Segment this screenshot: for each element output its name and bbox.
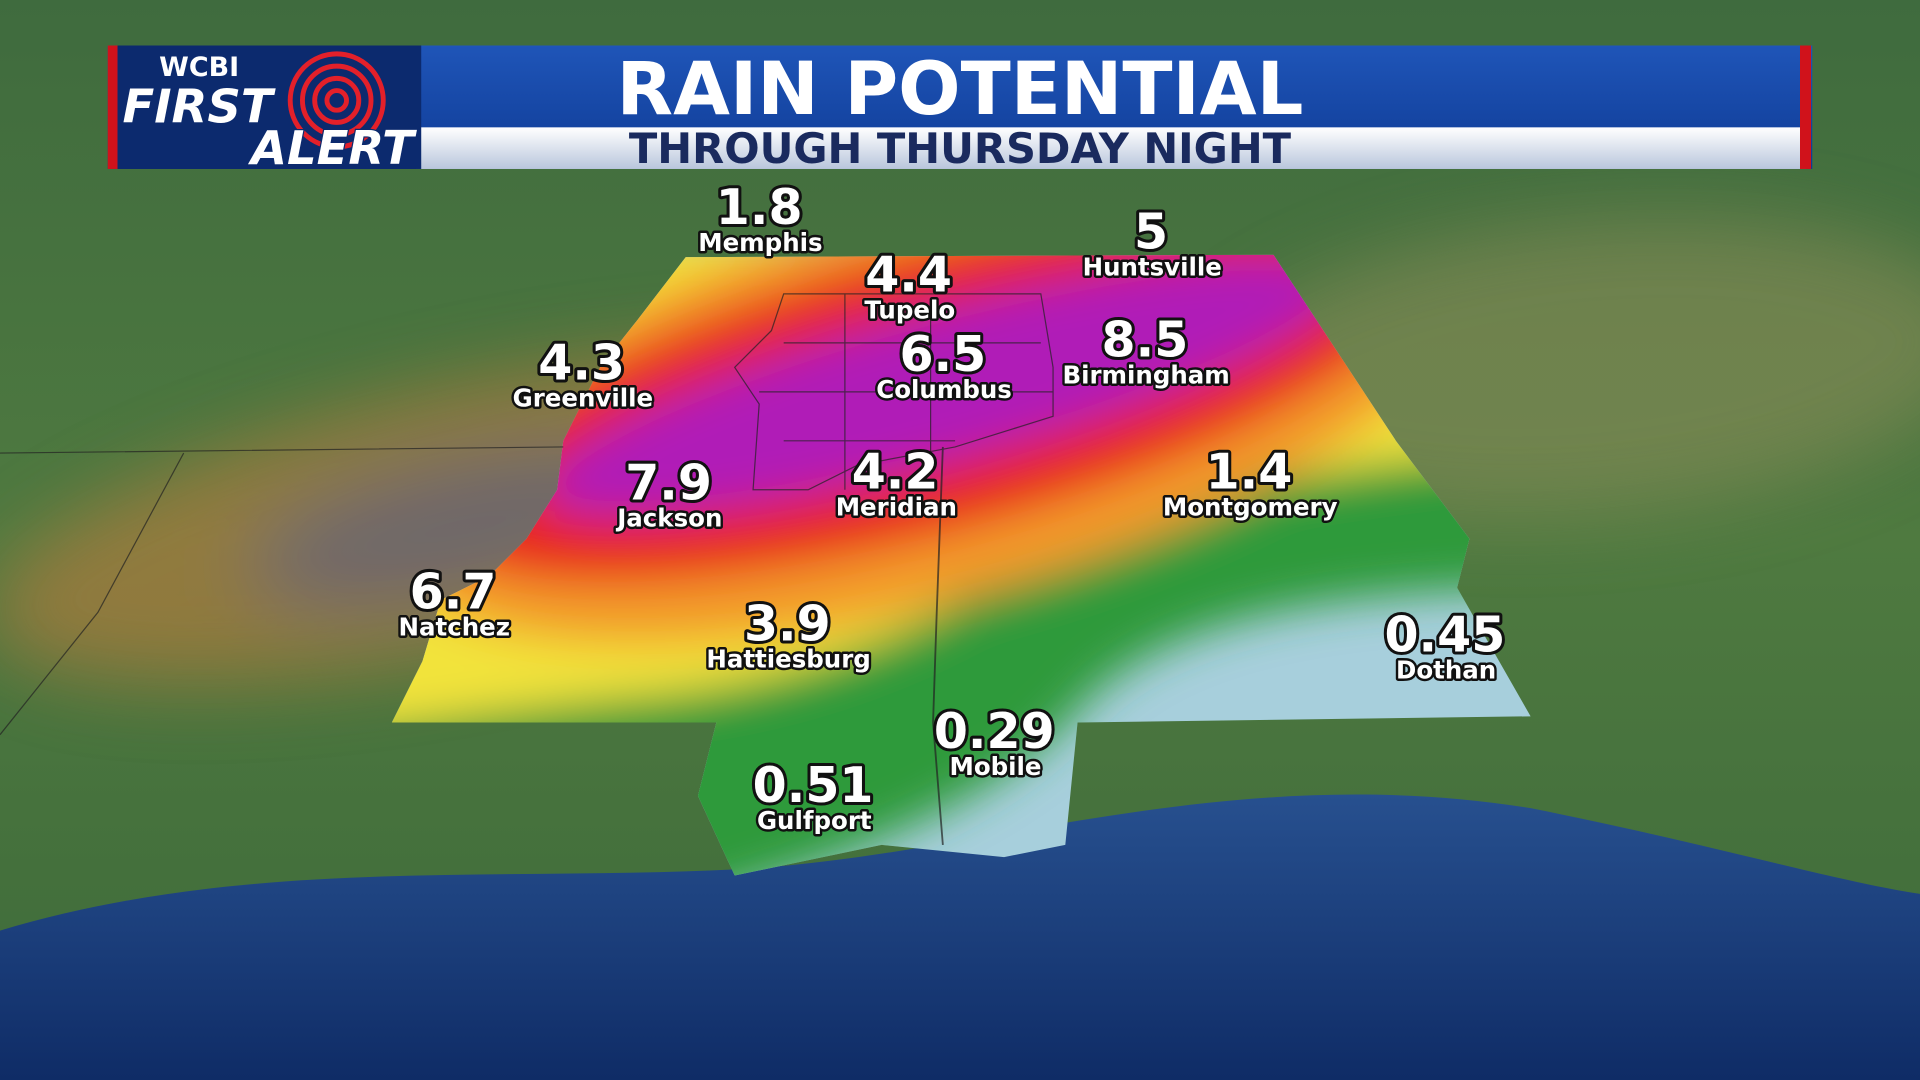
rain-total: 4.3 <box>538 335 625 392</box>
rain-total: 4.2 <box>852 444 939 501</box>
logo-rings <box>287 51 386 150</box>
rain-total: 6.5 <box>899 326 986 383</box>
city-name: Birmingham <box>1062 360 1229 389</box>
edge <box>107 45 118 169</box>
city-name: Hattiesburg <box>706 644 870 673</box>
edge <box>1800 45 1812 169</box>
rain-total: 3.9 <box>744 595 831 652</box>
gulf <box>0 794 1920 1080</box>
rain-total: 1.4 <box>1206 444 1293 501</box>
header: WCBI FIRST ALERT RAIN POTENTIAL THROUGH … <box>107 45 1813 176</box>
city-name: Gulfport <box>757 806 872 835</box>
rain-total: 0.45 <box>1384 606 1505 663</box>
city-name: Huntsville <box>1083 253 1222 282</box>
city-name: Jackson <box>615 504 722 533</box>
city-name: Montgomery <box>1163 493 1338 522</box>
subtitle: THROUGH THURSDAY NIGHT <box>629 124 1292 173</box>
rain-total: 7.9 <box>625 455 712 512</box>
rain-total: 4.4 <box>865 246 952 303</box>
subtitle-bar <box>416 127 1807 169</box>
city-name: Tupelo <box>864 295 955 324</box>
county-lines <box>0 293 1054 845</box>
rain-total: 8.5 <box>1102 311 1189 368</box>
rain-total: 0.29 <box>934 703 1055 760</box>
logo-first: FIRST <box>122 79 275 133</box>
rain-total: 0.51 <box>753 757 874 814</box>
city-name: Dothan <box>1396 655 1496 684</box>
city-name: Columbus <box>876 375 1012 404</box>
rain-total: 5 <box>1134 204 1168 261</box>
city-name: Meridian <box>836 493 957 522</box>
logo-station: WCBI <box>159 52 239 83</box>
city-name: Mobile <box>949 752 1041 781</box>
city-name: Memphis <box>698 228 822 257</box>
logo-alert: ALERT <box>247 121 417 175</box>
city-name: Greenville <box>513 384 653 413</box>
rain-total: 1.8 <box>716 179 803 236</box>
city-name: Natchez <box>399 613 510 642</box>
title: RAIN POTENTIAL <box>617 47 1304 132</box>
rain-total: 6.7 <box>410 564 497 621</box>
